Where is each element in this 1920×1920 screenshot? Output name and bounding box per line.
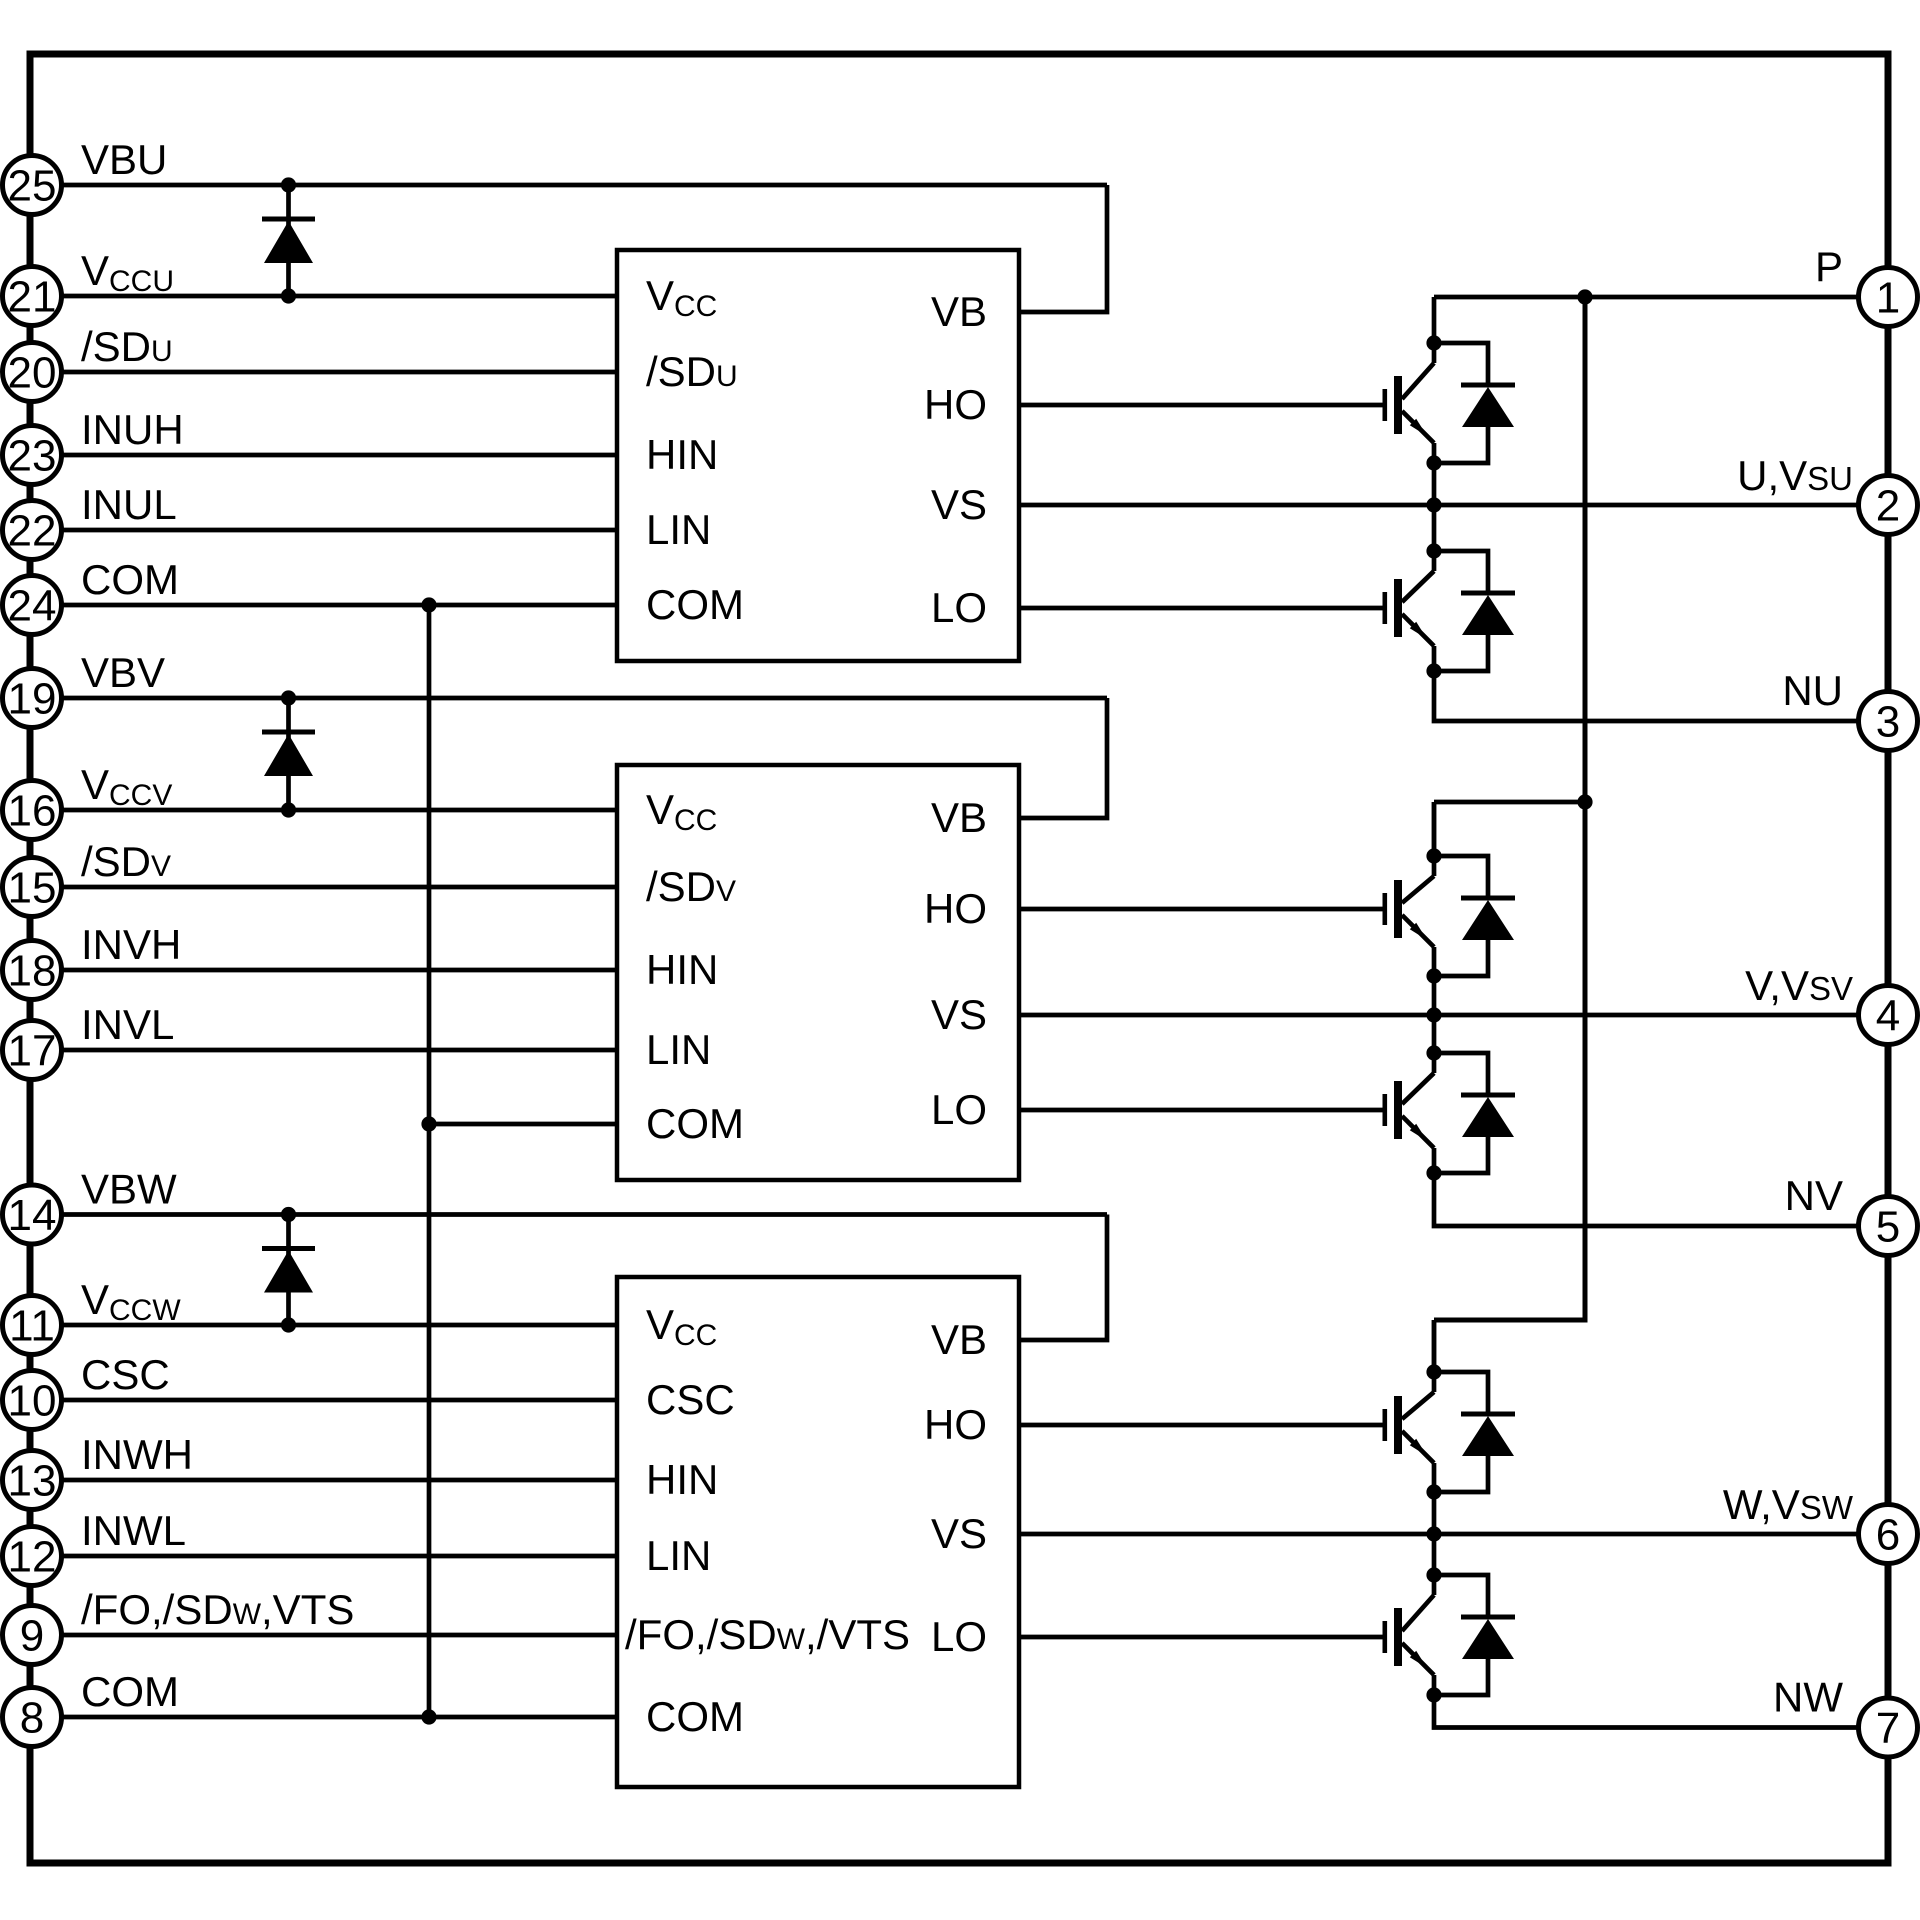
- svg-text:3: 3: [1876, 698, 1900, 747]
- svg-text:VB: VB: [931, 288, 987, 335]
- svg-text:NV: NV: [1785, 1172, 1843, 1219]
- svg-text:P: P: [1815, 243, 1843, 290]
- svg-text:LO: LO: [931, 1613, 987, 1660]
- svg-text:5: 5: [1876, 1203, 1900, 1252]
- svg-text:INWH: INWH: [81, 1431, 193, 1478]
- svg-text:8: 8: [20, 1694, 44, 1743]
- svg-text:COM: COM: [81, 556, 179, 603]
- svg-text:VCC: VCC: [646, 272, 717, 323]
- svg-text:INUH: INUH: [81, 406, 184, 453]
- svg-text:NU: NU: [1782, 667, 1843, 714]
- svg-text:/SDU: /SDU: [646, 348, 738, 395]
- svg-text:14: 14: [8, 1191, 57, 1240]
- svg-text:16: 16: [8, 787, 57, 836]
- svg-text:25: 25: [8, 162, 57, 211]
- svg-text:CSC: CSC: [646, 1376, 735, 1423]
- svg-text:LIN: LIN: [646, 1026, 711, 1073]
- svg-text:12: 12: [8, 1533, 57, 1582]
- svg-text:V,VSV: V,VSV: [1745, 962, 1853, 1009]
- svg-text:23: 23: [8, 432, 57, 481]
- svg-text:VCCW: VCCW: [81, 1276, 181, 1327]
- svg-text:15: 15: [8, 864, 57, 913]
- svg-text:11: 11: [9, 1302, 55, 1351]
- svg-text:VS: VS: [931, 1510, 987, 1557]
- svg-text:NW: NW: [1773, 1674, 1843, 1721]
- svg-text:9: 9: [20, 1612, 44, 1661]
- svg-text:INVL: INVL: [81, 1001, 174, 1048]
- svg-text:22: 22: [8, 507, 57, 556]
- svg-text:COM: COM: [81, 1668, 179, 1715]
- svg-text:HO: HO: [924, 381, 987, 428]
- svg-text:VCC: VCC: [646, 1301, 717, 1352]
- svg-text:/SDV: /SDV: [81, 838, 171, 885]
- svg-text:13: 13: [8, 1457, 57, 1506]
- svg-text:COM: COM: [646, 581, 744, 628]
- svg-text:INWL: INWL: [81, 1507, 186, 1554]
- svg-text:18: 18: [8, 947, 57, 996]
- svg-text:21: 21: [8, 273, 57, 322]
- svg-text:LO: LO: [931, 1086, 987, 1133]
- svg-text:HIN: HIN: [646, 431, 718, 478]
- svg-text:/SDV: /SDV: [646, 863, 736, 910]
- svg-text:VS: VS: [931, 991, 987, 1038]
- svg-text:COM: COM: [646, 1693, 744, 1740]
- svg-text:HIN: HIN: [646, 946, 718, 993]
- svg-text:LIN: LIN: [646, 506, 711, 553]
- svg-text:VBW: VBW: [81, 1166, 177, 1213]
- svg-text:/SDU: /SDU: [81, 323, 173, 370]
- svg-text:VCCU: VCCU: [81, 247, 174, 298]
- svg-text:VS: VS: [931, 481, 987, 528]
- svg-text:20: 20: [8, 349, 57, 398]
- svg-text:1: 1: [1876, 274, 1900, 323]
- svg-text:19: 19: [8, 675, 57, 724]
- svg-text:W,VSW: W,VSW: [1723, 1481, 1854, 1528]
- svg-text:VCC: VCC: [646, 786, 717, 837]
- svg-text:U,VSU: U,VSU: [1737, 452, 1853, 499]
- svg-text:VB: VB: [931, 794, 987, 841]
- svg-text:2: 2: [1876, 482, 1900, 531]
- svg-text:7: 7: [1876, 1704, 1900, 1753]
- svg-text:VBU: VBU: [81, 136, 167, 183]
- svg-text:4: 4: [1876, 992, 1900, 1041]
- svg-text:24: 24: [8, 582, 57, 631]
- svg-text:/FO,/SDW,/VTS: /FO,/SDW,/VTS: [625, 1611, 910, 1658]
- svg-text:10: 10: [8, 1377, 57, 1426]
- svg-text:17: 17: [8, 1027, 57, 1076]
- svg-text:COM: COM: [646, 1100, 744, 1147]
- svg-text:HIN: HIN: [646, 1456, 718, 1503]
- svg-text:HO: HO: [924, 885, 987, 932]
- svg-text:VCCV: VCCV: [81, 761, 172, 812]
- svg-text:HO: HO: [924, 1401, 987, 1448]
- svg-text:VB: VB: [931, 1316, 987, 1363]
- svg-text:6: 6: [1876, 1511, 1900, 1560]
- svg-text:INUL: INUL: [81, 481, 177, 528]
- svg-text:CSC: CSC: [81, 1351, 170, 1398]
- svg-text:/FO,/SDW,VTS: /FO,/SDW,VTS: [81, 1586, 354, 1633]
- svg-text:LIN: LIN: [646, 1532, 711, 1579]
- svg-text:INVH: INVH: [81, 921, 181, 968]
- svg-text:VBV: VBV: [81, 649, 165, 696]
- svg-text:LO: LO: [931, 584, 987, 631]
